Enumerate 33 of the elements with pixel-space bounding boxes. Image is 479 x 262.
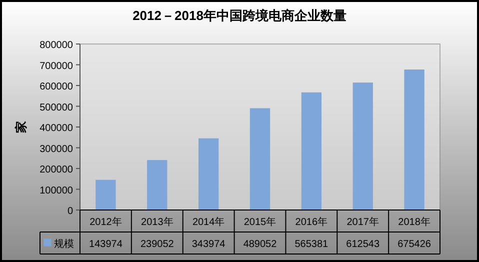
bar (352, 82, 373, 210)
x-tick-label: 2012年 (90, 216, 122, 228)
y-tick-label: 200000 (40, 164, 74, 176)
x-tick-label: 2017年 (346, 216, 379, 228)
y-tick-label: 0 (67, 206, 74, 217)
bar (404, 70, 424, 210)
x-tick-label: 2013年 (141, 216, 174, 228)
y-tick-label: 100000 (40, 185, 74, 196)
y-tick-label: 700000 (40, 60, 74, 72)
data-label: 565381 (294, 239, 329, 250)
x-tick-label: 2015年 (244, 216, 276, 228)
data-label: 489052 (243, 239, 278, 250)
data-label: 343974 (192, 239, 226, 250)
legend-label: 规模 (54, 238, 74, 250)
y-tick-label: 500000 (40, 102, 74, 114)
bar (301, 92, 322, 210)
x-tick-label: 2014年 (192, 216, 225, 228)
data-label: 612543 (346, 239, 380, 250)
bar (147, 160, 168, 210)
x-tick-label: 2018年 (398, 216, 430, 228)
y-tick-label: 400000 (40, 123, 74, 134)
bar (96, 180, 116, 210)
bar (198, 138, 219, 210)
bar (250, 108, 270, 210)
y-tick-label: 600000 (40, 82, 74, 92)
chart-title: 2012－2018年中国跨境电商企业数量 (132, 8, 346, 23)
y-tick-label: 800000 (40, 40, 74, 51)
y-tick-label: 300000 (40, 144, 74, 155)
y-axis-title: 家 (14, 121, 28, 134)
data-label: 239052 (140, 239, 174, 250)
x-tick-label: 2016年 (295, 216, 328, 228)
data-label: 143974 (89, 239, 123, 250)
data-label: 675426 (398, 239, 432, 250)
